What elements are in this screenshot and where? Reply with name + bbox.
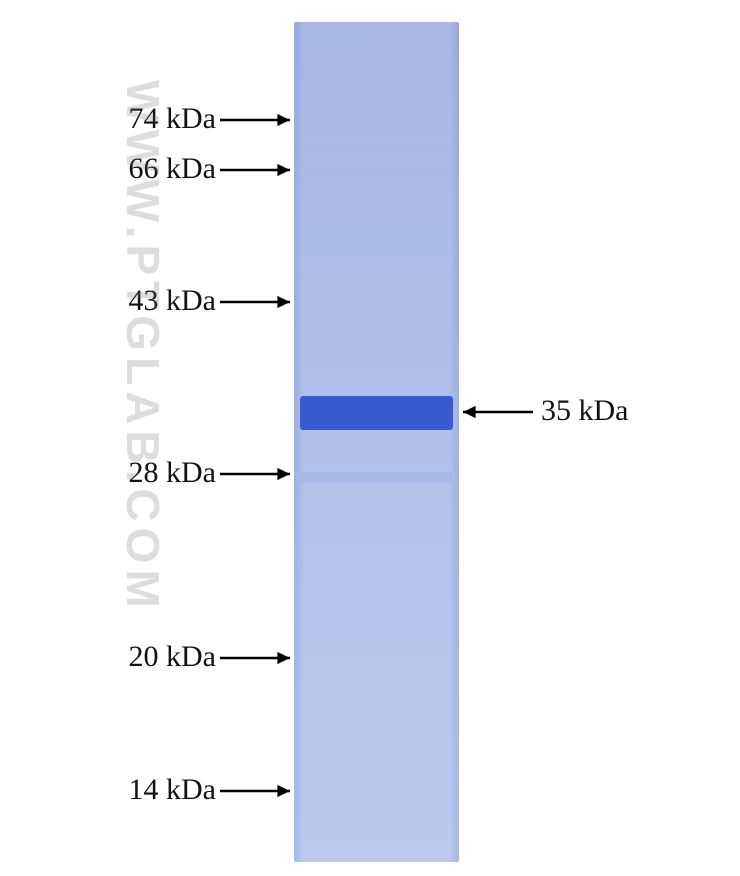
gel-lane bbox=[294, 22, 459, 862]
arrow-icon bbox=[206, 156, 304, 184]
gel-figure: 74 kDa 66 kDa 43 kDa 28 kDa 20 kDa 14 kDa 35 … bbox=[0, 0, 740, 876]
gel-band bbox=[300, 118, 453, 124]
mw-label: 74 kDa bbox=[129, 102, 216, 136]
gel-band bbox=[300, 256, 453, 266]
gel-band bbox=[300, 472, 453, 482]
mw-label: 14 kDa bbox=[129, 773, 216, 807]
gel-band bbox=[300, 168, 453, 176]
arrow-icon bbox=[449, 398, 547, 426]
mw-label: 66 kDa bbox=[129, 152, 216, 186]
callout-label: 35 kDa bbox=[541, 394, 628, 428]
arrow-icon bbox=[206, 460, 304, 488]
mw-label: 28 kDa bbox=[129, 456, 216, 490]
arrow-icon bbox=[206, 106, 304, 134]
arrow-icon bbox=[206, 644, 304, 672]
mw-label: 20 kDa bbox=[129, 640, 216, 674]
gel-band bbox=[300, 396, 453, 430]
arrow-icon bbox=[206, 777, 304, 805]
gel-band bbox=[300, 138, 453, 144]
mw-label: 43 kDa bbox=[129, 284, 216, 318]
arrow-icon bbox=[206, 288, 304, 316]
